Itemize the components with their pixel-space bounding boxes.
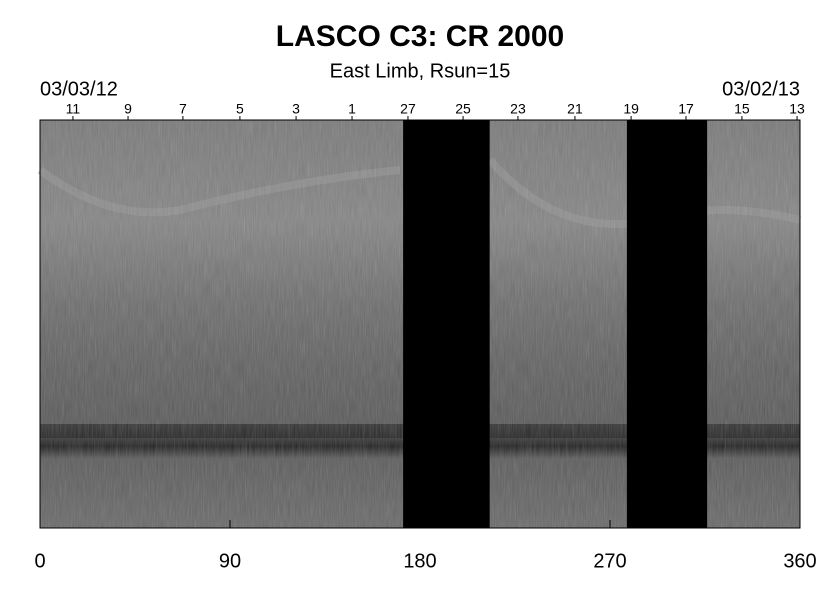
top-tick-label: 7 xyxy=(179,101,187,117)
x-tick-label: 0 xyxy=(34,550,45,572)
top-tick-label: 23 xyxy=(510,101,526,117)
top-tick-label: 25 xyxy=(455,101,471,117)
x-tick-label: 90 xyxy=(219,550,241,572)
top-tick-label: 5 xyxy=(236,101,244,117)
x-tick-label: 360 xyxy=(783,550,816,572)
top-tick-label: 19 xyxy=(623,101,639,117)
x-tick-label: 180 xyxy=(403,550,436,572)
chart-subtitle: East Limb, Rsun=15 xyxy=(330,60,511,82)
data-gap xyxy=(403,120,490,528)
start-date: 03/03/12 xyxy=(40,78,118,100)
top-tick-label: 3 xyxy=(292,101,300,117)
top-tick-label: 15 xyxy=(734,101,750,117)
top-tick-label: 11 xyxy=(66,101,81,117)
top-tick-label: 21 xyxy=(567,101,583,117)
data-gap xyxy=(626,120,708,528)
top-tick-label: 13 xyxy=(789,101,805,117)
top-tick-label: 9 xyxy=(124,101,132,117)
top-tick-label: 1 xyxy=(348,101,356,117)
chart-title: LASCO C3: CR 2000 xyxy=(276,20,564,53)
end-date: 03/02/13 xyxy=(722,78,800,100)
top-tick-label: 17 xyxy=(678,101,694,117)
top-tick-label: 27 xyxy=(400,101,416,117)
x-tick-label: 270 xyxy=(593,550,626,572)
